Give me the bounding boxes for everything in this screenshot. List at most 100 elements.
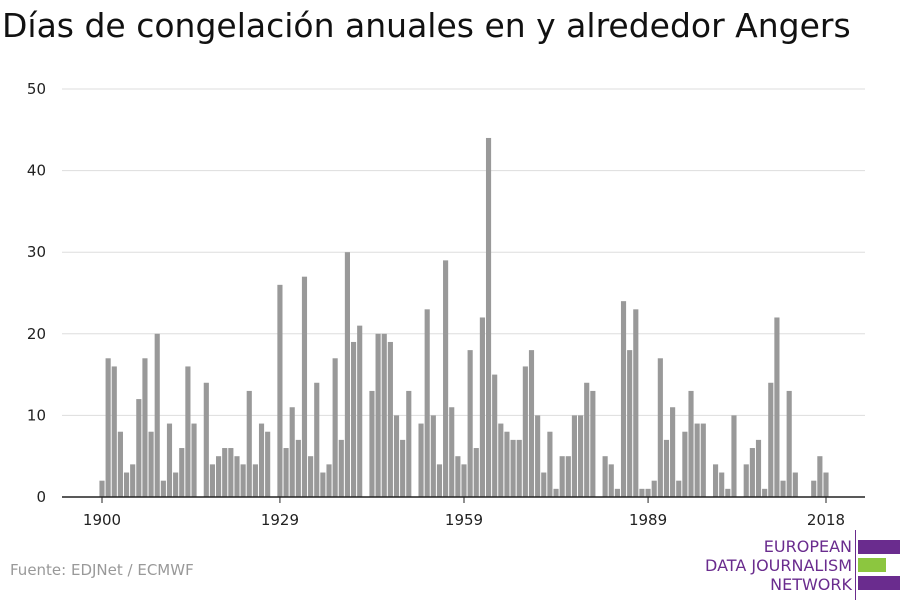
bar bbox=[387, 341, 393, 497]
bar bbox=[492, 374, 498, 497]
bar bbox=[369, 390, 375, 497]
y-tick-label: 20 bbox=[27, 325, 46, 343]
bar bbox=[265, 431, 271, 497]
bar bbox=[780, 480, 786, 497]
bar bbox=[725, 488, 731, 497]
bar bbox=[105, 358, 111, 497]
logo-line-3: NETWORK bbox=[770, 575, 852, 594]
bar bbox=[455, 456, 461, 497]
bar bbox=[768, 382, 774, 497]
bar bbox=[320, 472, 326, 497]
bar bbox=[633, 309, 639, 497]
bar bbox=[258, 423, 265, 497]
bar bbox=[393, 415, 400, 497]
bar bbox=[620, 301, 627, 497]
bar bbox=[173, 472, 179, 497]
bar bbox=[522, 366, 528, 497]
bar bbox=[216, 456, 222, 497]
bar bbox=[160, 480, 166, 497]
bar bbox=[289, 407, 295, 497]
bar bbox=[516, 439, 522, 497]
bar bbox=[504, 431, 510, 497]
chart-title: Días de congelación anuales en y alreded… bbox=[2, 6, 851, 45]
x-tick-label: 1929 bbox=[261, 511, 299, 529]
bar bbox=[449, 407, 455, 497]
source-note: Fuente: EDJNet / ECMWF bbox=[10, 561, 194, 579]
bar bbox=[762, 488, 768, 497]
bar bbox=[142, 358, 148, 497]
bar bbox=[246, 390, 252, 497]
logo-bar-purple-bottom bbox=[858, 576, 900, 590]
bar bbox=[639, 488, 645, 497]
x-ticks: 1900 1929 1959 1989 2018 bbox=[83, 497, 845, 529]
bar bbox=[571, 415, 578, 497]
bar bbox=[590, 390, 596, 497]
bar bbox=[719, 472, 725, 497]
bar bbox=[700, 423, 706, 497]
bar bbox=[166, 423, 173, 497]
bar bbox=[357, 325, 363, 497]
bar bbox=[228, 448, 234, 497]
bar bbox=[338, 439, 344, 497]
bar bbox=[301, 276, 308, 497]
bar bbox=[731, 415, 737, 497]
logo-line-2: DATA JOURNALISM bbox=[705, 556, 852, 575]
bar bbox=[332, 358, 338, 497]
bar bbox=[498, 423, 504, 497]
bar bbox=[375, 333, 381, 497]
bar bbox=[510, 439, 516, 497]
bar bbox=[400, 439, 406, 497]
bar bbox=[406, 390, 412, 497]
bar bbox=[749, 448, 755, 497]
bar bbox=[283, 448, 289, 497]
bar bbox=[547, 431, 553, 497]
bar bbox=[350, 341, 357, 497]
y-tick-label: 50 bbox=[27, 80, 46, 98]
bar bbox=[179, 448, 185, 497]
bar bbox=[130, 464, 136, 497]
bar bbox=[314, 382, 320, 497]
bar bbox=[755, 439, 762, 497]
bar bbox=[295, 439, 301, 497]
bar bbox=[541, 472, 547, 497]
bar bbox=[424, 309, 430, 497]
bar bbox=[473, 448, 479, 497]
y-tick-label: 0 bbox=[36, 488, 46, 506]
bar bbox=[436, 464, 443, 497]
bar bbox=[443, 260, 449, 497]
bar bbox=[461, 464, 467, 497]
bar bbox=[240, 464, 246, 497]
bar bbox=[676, 480, 682, 497]
bar bbox=[430, 415, 436, 497]
edjnet-logo: EUROPEAN DATA JOURNALISM NETWORK bbox=[700, 530, 900, 600]
bar bbox=[535, 415, 541, 497]
bar-chart: 0 10 20 30 40 50 1900 1929 1959 1989 2018 bbox=[27, 80, 865, 529]
bar bbox=[614, 488, 620, 497]
bar bbox=[209, 464, 216, 497]
logo-line-1: EUROPEAN bbox=[763, 537, 852, 556]
bar bbox=[743, 464, 749, 497]
bar bbox=[657, 358, 663, 497]
bar bbox=[234, 456, 240, 497]
bar bbox=[528, 350, 535, 497]
bar bbox=[344, 252, 350, 497]
bar bbox=[792, 472, 798, 497]
bar bbox=[774, 317, 780, 497]
bar bbox=[682, 431, 688, 497]
bar bbox=[694, 423, 700, 497]
logo-divider bbox=[855, 530, 856, 600]
y-tick-label: 10 bbox=[27, 406, 46, 424]
bar bbox=[148, 431, 154, 497]
bar bbox=[222, 448, 228, 497]
bar bbox=[565, 456, 571, 497]
bar bbox=[559, 456, 565, 497]
logo-bar-purple-top bbox=[858, 540, 900, 554]
bar bbox=[627, 350, 633, 497]
bar bbox=[277, 284, 283, 497]
bar bbox=[117, 431, 123, 497]
bar bbox=[553, 488, 559, 497]
y-tick-label: 40 bbox=[27, 162, 46, 180]
x-tick-label: 1989 bbox=[629, 511, 667, 529]
bar bbox=[136, 399, 142, 497]
bar bbox=[203, 382, 209, 497]
